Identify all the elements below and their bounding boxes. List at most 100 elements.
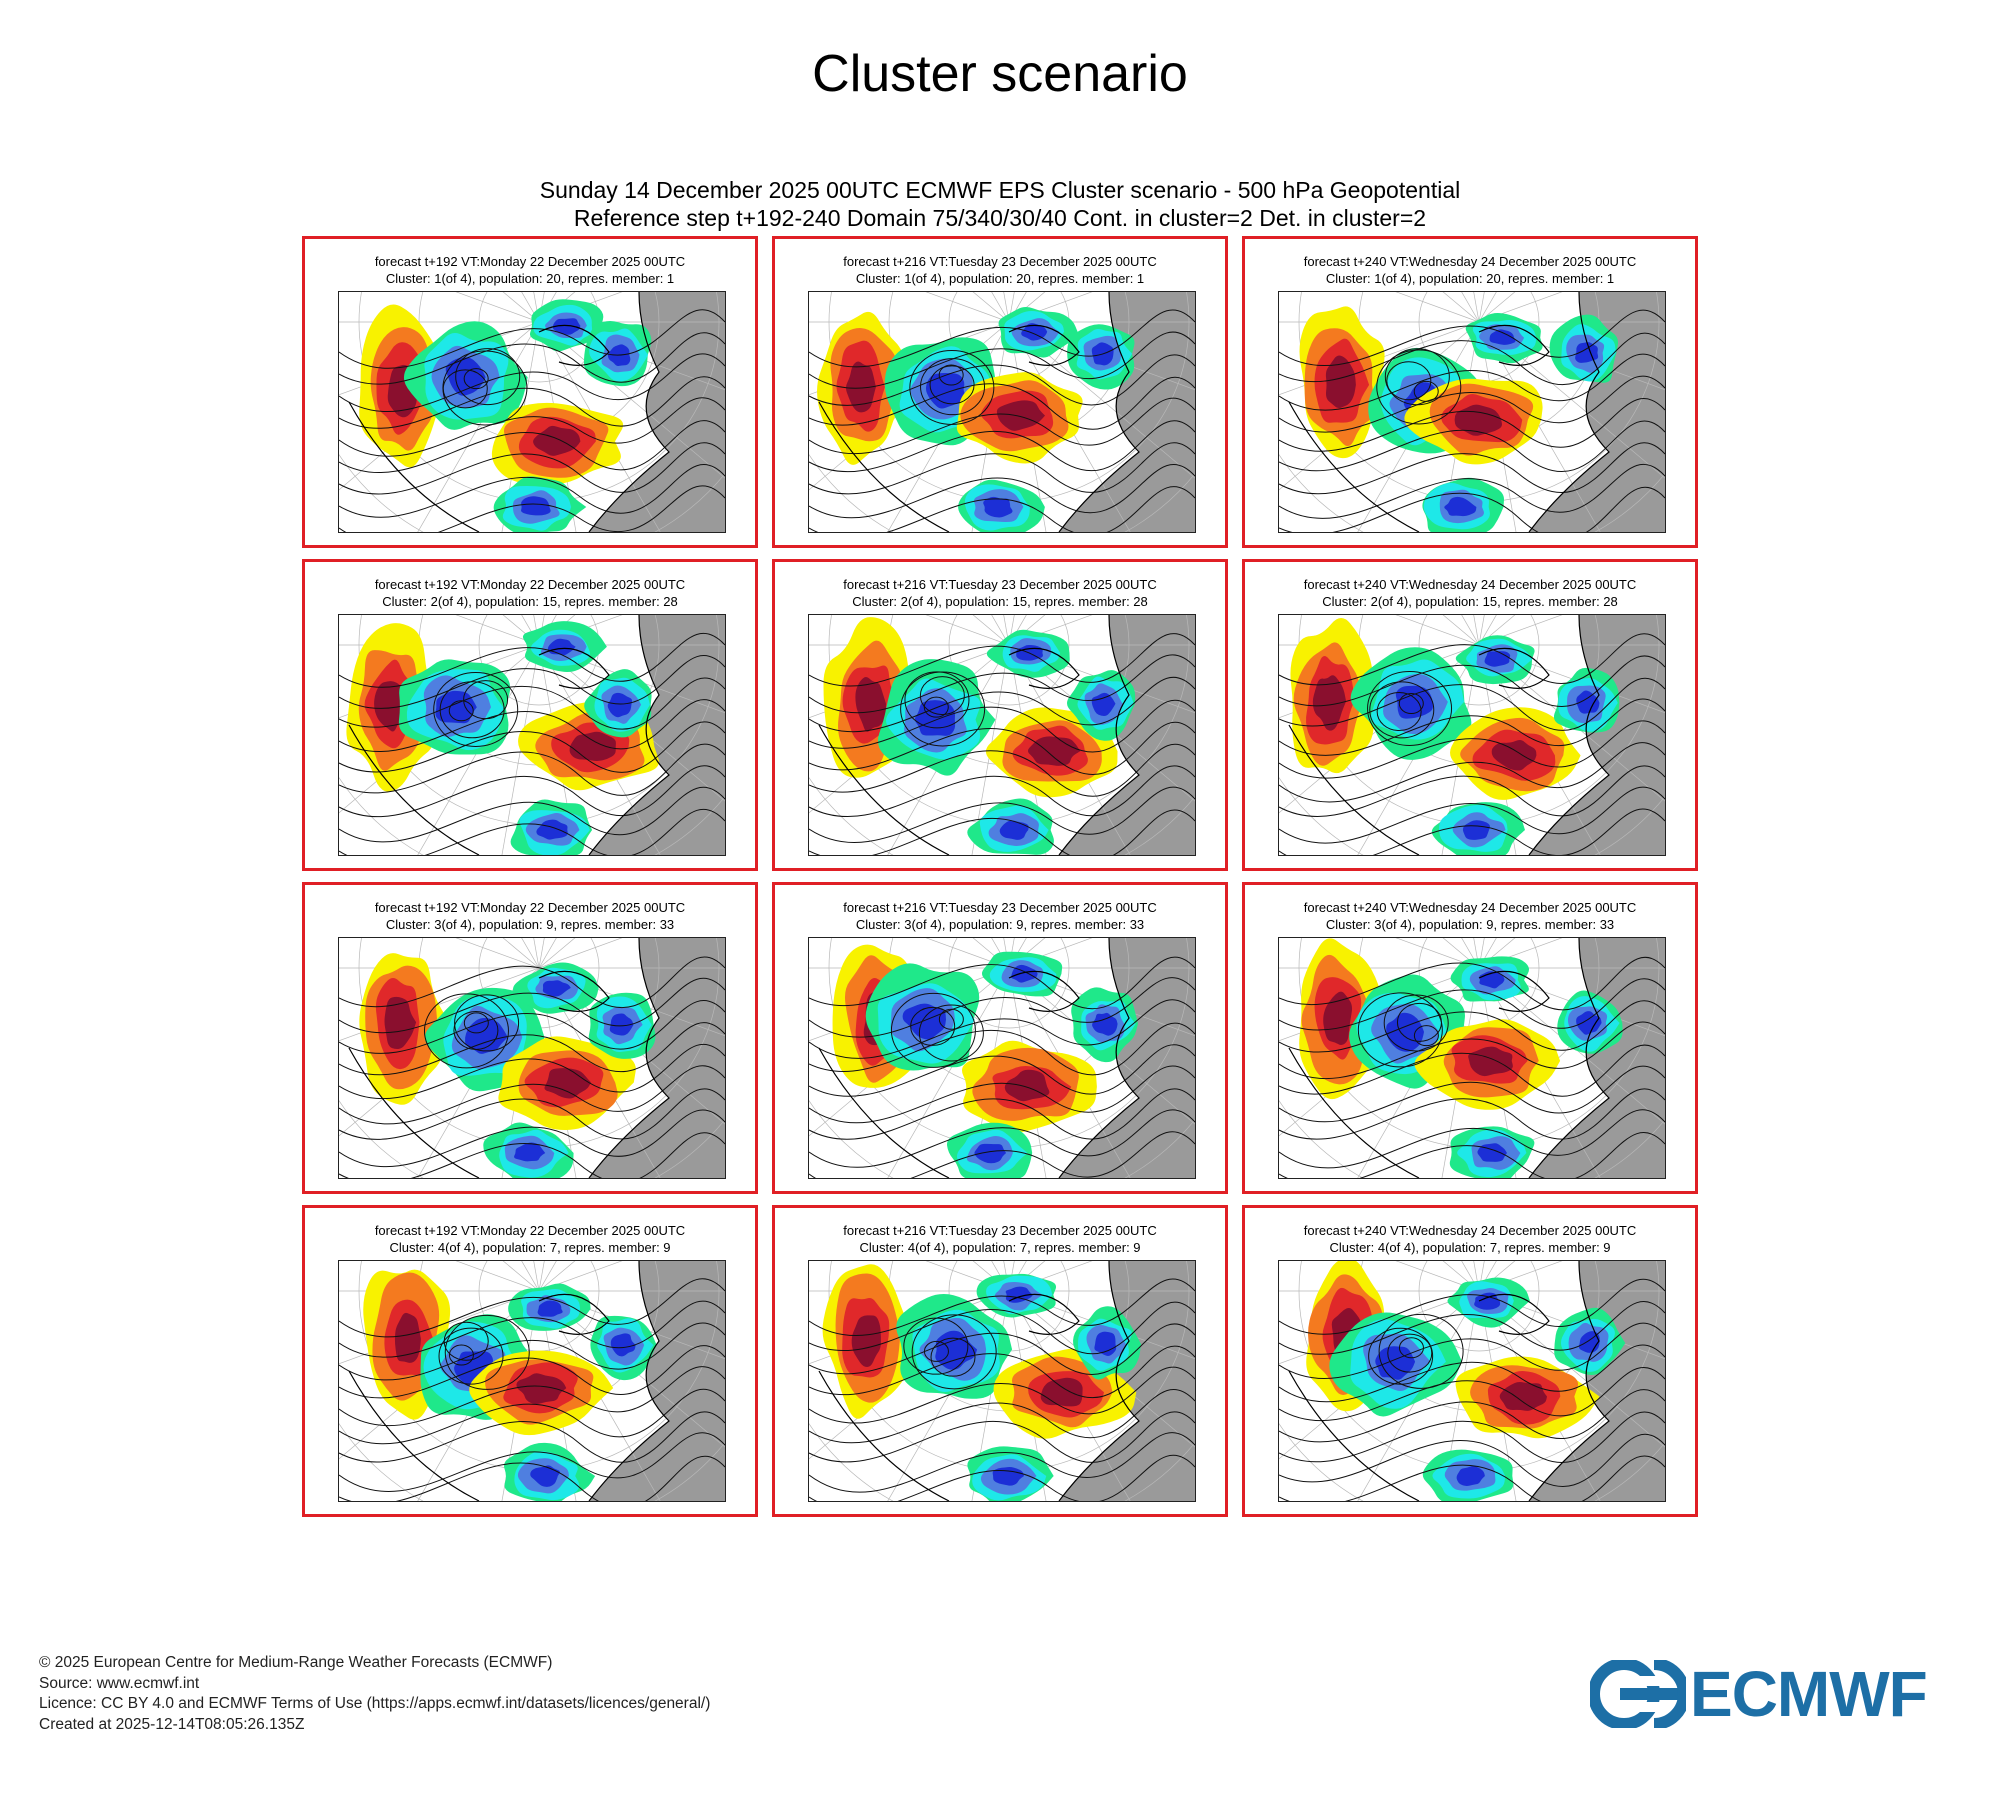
cluster-panel[interactable]: forecast t+216 VT:Tuesday 23 December 20… [772,236,1228,548]
geopotential-map [1278,614,1666,856]
coastline-greenland [1478,324,1550,366]
coastline-europe [1528,938,1610,1178]
cluster-panel[interactable]: forecast t+216 VT:Tuesday 23 December 20… [772,882,1228,1194]
cluster-panel[interactable]: forecast t+216 VT:Tuesday 23 December 20… [772,1205,1228,1517]
geopotential-contours [1279,633,1665,855]
ecmwf-logo: ECMWF [1590,1660,1966,1730]
panel-cluster-line: Cluster: 3(of 4), population: 9, repres.… [385,917,675,932]
coastline-europe [588,615,670,855]
coastline [1288,938,1610,1178]
cluster-panel[interactable]: forecast t+192 VT:Monday 22 December 202… [302,882,758,1194]
panel-forecast-line: forecast t+240 VT:Wednesday 24 December … [1303,254,1637,269]
coastline-europe [1528,1261,1610,1501]
map-canvas [809,615,1195,855]
cluster-panel[interactable]: forecast t+216 VT:Tuesday 23 December 20… [772,559,1228,871]
panel-forecast-line: forecast t+192 VT:Monday 22 December 202… [374,254,686,269]
anomaly-shading [569,731,616,761]
anomaly-shading [609,1013,634,1036]
ecmwf-logo-mark-icon [1590,1660,1686,1728]
coastline [1288,1261,1610,1501]
anomaly-layer [1306,1261,1626,1501]
anomaly-shading [1091,692,1116,716]
anomaly-shading [610,1333,636,1357]
anomaly-shading [983,496,1013,518]
coastline [348,615,670,855]
footer-copyright: © 2025 European Centre for Medium-Range … [39,1654,553,1671]
anomaly-shading [974,1143,1007,1164]
coastline-greenland [538,324,610,366]
anomaly-shading [445,357,486,396]
panel-cluster-line: Cluster: 1(of 4), population: 20, repres… [385,271,675,286]
map-canvas [1279,615,1665,855]
geopotential-contours [809,1278,1195,1501]
panel-title: forecast t+240 VT:Wednesday 24 December … [1245,253,1695,287]
anomaly-layer [817,307,1135,532]
coastline-europe [1058,1261,1140,1501]
anomaly-shading [394,1312,421,1363]
cluster-panel[interactable]: forecast t+240 VT:Wednesday 24 December … [1242,236,1698,548]
land-area [589,615,725,855]
cluster-panel[interactable]: forecast t+192 VT:Monday 22 December 202… [302,236,758,548]
footer-licence: Licence: CC BY 4.0 and ECMWF Terms of Us… [39,1695,711,1712]
anomaly-shading [1489,329,1516,345]
panel-title: forecast t+192 VT:Monday 22 December 202… [305,576,755,610]
anomaly-shading [533,425,581,456]
land-area [1059,292,1195,532]
panel-title: forecast t+192 VT:Monday 22 December 202… [305,1222,755,1256]
coastline-europe [588,938,670,1178]
anomaly-shading [992,1467,1024,1486]
panel-title: forecast t+240 VT:Wednesday 24 December … [1245,899,1695,933]
anomaly-shading [1312,675,1347,731]
anomaly-shading [902,1003,946,1040]
panel-forecast-line: forecast t+192 VT:Monday 22 December 202… [374,577,686,592]
cluster-panel[interactable]: forecast t+192 VT:Monday 22 December 202… [302,559,758,871]
geopotential-map [338,1260,726,1502]
map-canvas [339,292,725,532]
anomaly-shading [851,1315,881,1368]
product-header-line1: Sunday 14 December 2025 00UTC ECMWF EPS … [539,177,1461,203]
coastline-north-america [348,1370,480,1501]
coastline-greenland [1008,324,1080,366]
coastline-north-america [1288,1370,1420,1501]
panel-cluster-line: Cluster: 1(of 4), population: 20, repres… [1325,271,1615,286]
map-canvas [809,1261,1195,1501]
coastline-europe [1058,615,1140,855]
land-area [1529,1261,1665,1501]
panel-cluster-line: Cluster: 2(of 4), population: 15, repres… [382,594,678,609]
geopotential-contours [1279,956,1665,1178]
anomaly-shading [999,820,1029,840]
geopotential-contours [339,956,725,1178]
coastline-north-america [818,1370,950,1501]
footer-created: Created at 2025-12-14T08:05:26.135Z [39,1715,305,1733]
map-canvas [1279,1261,1665,1501]
panel-forecast-line: forecast t+216 VT:Tuesday 23 December 20… [843,1223,1157,1238]
coastline [818,1261,1140,1501]
anomaly-shading [1444,496,1477,517]
cluster-panel[interactable]: forecast t+240 VT:Wednesday 24 December … [1242,882,1698,1194]
coastline-greenland [1008,1293,1080,1335]
anomaly-shading [1395,685,1433,719]
anomaly-layer [1299,938,1623,1178]
panel-title: forecast t+192 VT:Monday 22 December 202… [305,899,755,933]
cluster-panel[interactable]: forecast t+240 VT:Wednesday 24 December … [1242,559,1698,871]
land-area [1059,615,1195,855]
cluster-panel[interactable]: forecast t+192 VT:Monday 22 December 202… [302,1205,758,1517]
anomaly-shading [1576,1011,1602,1035]
land-area [589,1261,725,1501]
map-canvas [1279,938,1665,1178]
anomaly-shading [537,1300,563,1317]
coastline [1288,292,1610,532]
map-canvas [809,938,1195,1178]
panel-title: forecast t+216 VT:Tuesday 23 December 20… [775,899,1225,933]
coastline-europe [588,292,670,532]
anomaly-shading [1491,740,1537,771]
anomaly-layer [363,1269,657,1501]
anomaly-shading [521,496,551,516]
coastline-europe [1528,292,1610,532]
panel-cluster-line: Cluster: 4(of 4), population: 7, repres.… [859,1240,1141,1255]
anomaly-shading [514,1142,546,1162]
cluster-panel[interactable]: forecast t+240 VT:Wednesday 24 December … [1242,1205,1698,1517]
anomaly-shading [547,638,576,656]
coastline [818,938,1140,1178]
geopotential-map [808,291,1196,533]
